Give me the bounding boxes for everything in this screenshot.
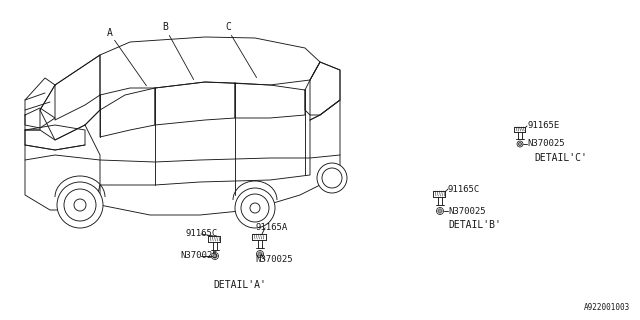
- Circle shape: [317, 163, 347, 193]
- Text: 91165E: 91165E: [527, 122, 559, 131]
- Text: A: A: [107, 28, 113, 38]
- Text: 91165A: 91165A: [255, 223, 287, 233]
- Text: N370025: N370025: [255, 255, 292, 265]
- Text: A922001003: A922001003: [584, 303, 630, 312]
- Text: N370025: N370025: [180, 252, 218, 260]
- Circle shape: [250, 203, 260, 213]
- Circle shape: [235, 188, 275, 228]
- Text: DETAIL'B': DETAIL'B': [448, 220, 501, 230]
- Circle shape: [57, 182, 103, 228]
- Text: N370025: N370025: [448, 206, 486, 215]
- Text: B: B: [162, 22, 168, 32]
- Text: C: C: [225, 22, 231, 32]
- Text: DETAIL'A': DETAIL'A': [214, 280, 266, 290]
- Circle shape: [74, 199, 86, 211]
- Text: 91165C: 91165C: [448, 185, 480, 194]
- Text: N370025: N370025: [527, 140, 564, 148]
- Text: 91165C: 91165C: [185, 229, 217, 238]
- Text: DETAIL'C': DETAIL'C': [534, 153, 587, 163]
